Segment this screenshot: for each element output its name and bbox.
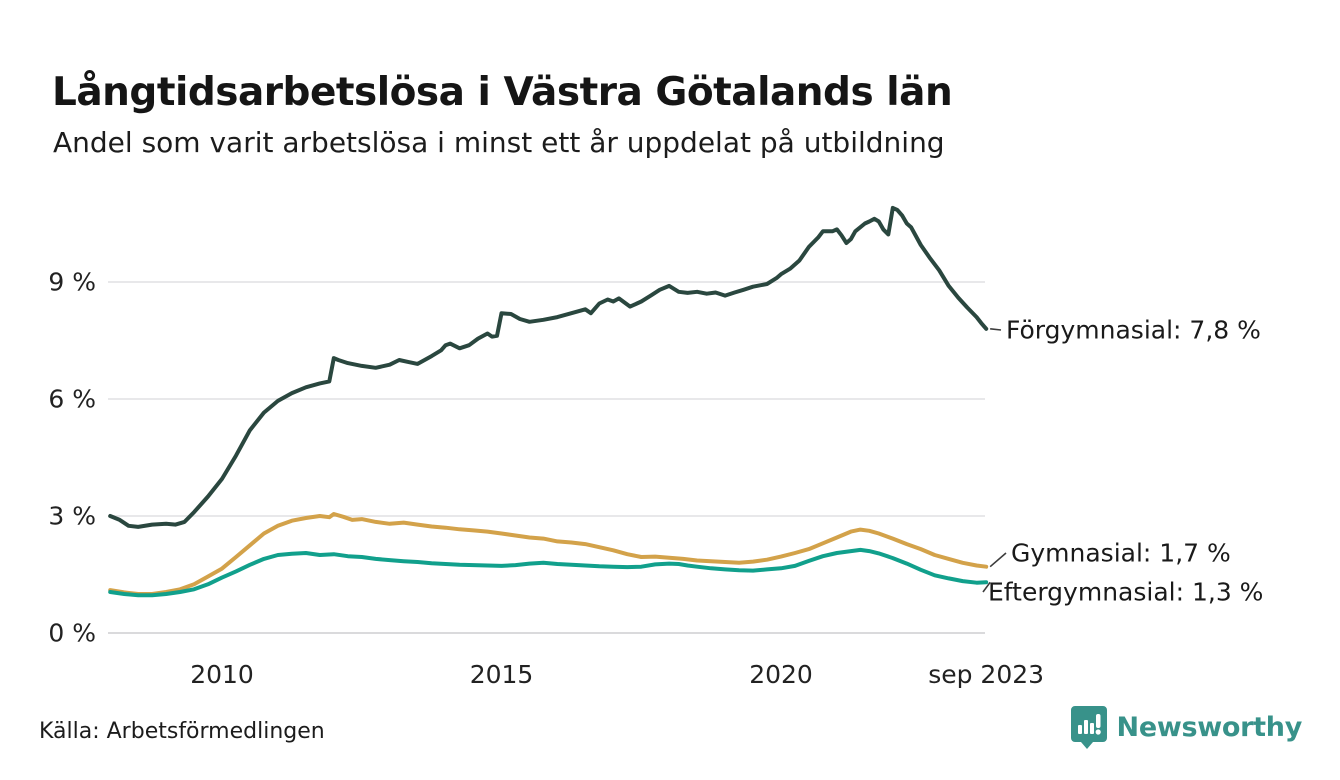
series-label-förgymnasial: Förgymnasial: 7,8 % xyxy=(1006,315,1261,345)
y-tick-label-0: 0 % xyxy=(48,618,96,648)
line-gymnasial xyxy=(108,512,989,596)
page-subtitle: Andel som varit arbetslösa i minst ett å… xyxy=(53,126,945,159)
y-tick-label-3: 3 % xyxy=(48,501,96,531)
page-title: Långtidsarbetslösa i Västra Götalands lä… xyxy=(52,70,953,116)
y-tick-label-6: 6 % xyxy=(48,384,96,414)
line-eftergymnasial xyxy=(108,547,989,598)
series-label-gymnasial: Gymnasial: 1,7 % xyxy=(1011,538,1231,568)
x-tick-label-2015: 2015 xyxy=(469,660,534,689)
leader-eftergymnasial xyxy=(982,581,991,593)
newsworthy-bubble-chart-icon xyxy=(1070,705,1108,749)
newsworthy-logo: Newsworthy xyxy=(1070,704,1302,750)
x-tick-label-sep-2023: sep 2023 xyxy=(928,660,1045,689)
x-tick-label-2010: 2010 xyxy=(190,660,254,689)
leader-gymnasial xyxy=(989,552,1007,568)
source-note: Källa: Arbetsförmedlingen xyxy=(39,719,325,744)
y-tick-label-9: 9 % xyxy=(48,267,96,297)
line-förgymnasial xyxy=(108,205,989,529)
leader-förgymnasial xyxy=(990,328,1002,331)
x-tick-label-2020: 2020 xyxy=(749,660,813,689)
newsworthy-wordmark: Newsworthy xyxy=(1116,711,1303,743)
series-label-eftergymnasial: Eftergymnasial: 1,3 % xyxy=(988,577,1264,607)
